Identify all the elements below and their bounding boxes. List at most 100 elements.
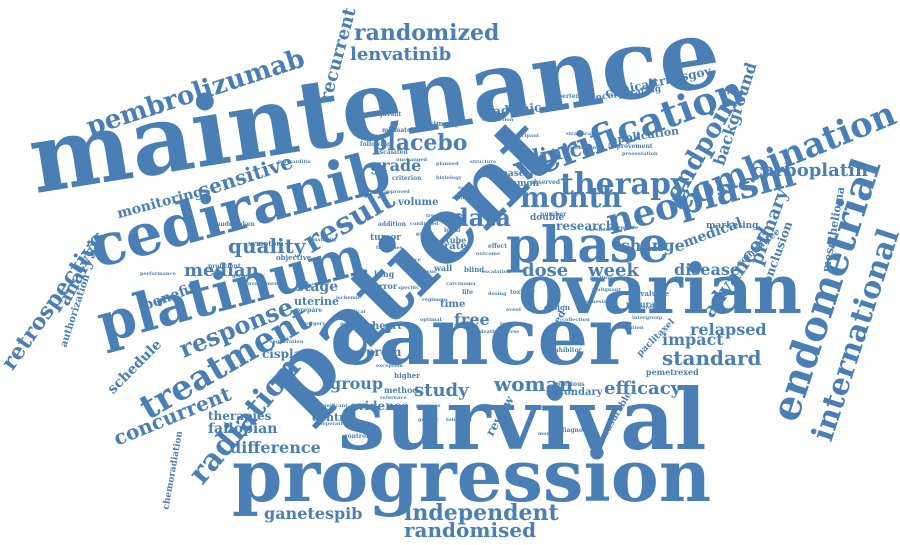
word-observed: observed: [530, 179, 561, 186]
word-ideal: ideal: [444, 227, 461, 234]
word-diagnosed: diagnosed: [560, 427, 595, 434]
word-data: data: [452, 203, 511, 232]
word-objective: objective: [276, 253, 312, 262]
word-cycle: cycle: [540, 161, 555, 167]
word-following: following: [360, 141, 392, 148]
word-involvement: involvement: [246, 281, 281, 287]
word-conclusion-small: conclusion: [566, 145, 597, 151]
word-neoadjuvant: neoadjuvant: [360, 111, 402, 118]
word-hypothesis: hypothesis: [576, 299, 607, 305]
word-treated: treated: [426, 213, 447, 219]
word-grade: grade: [370, 156, 422, 175]
word-outcome: outcome: [476, 251, 501, 257]
word-control: control: [312, 411, 357, 424]
word-undertaken: undertaken: [216, 221, 255, 228]
word-disease: disease: [674, 260, 741, 279]
word-median: median: [184, 260, 259, 281]
word-confirmed: confirmed: [410, 221, 439, 227]
word-carboplatin: carboplatin: [752, 160, 869, 181]
word-cisplatin: cisplatin: [262, 347, 321, 361]
word-chemoradiation: chemoradiation: [161, 430, 186, 511]
word-toxicity: toxicity: [510, 289, 535, 296]
word-free: free: [454, 310, 490, 329]
word-ganetespib: ganetespib: [264, 504, 363, 523]
word-survival: survival: [338, 370, 707, 469]
word-ovarian: ovarian: [518, 250, 803, 330]
word-proficient: proficient: [208, 263, 241, 270]
word-randomized: randomized: [354, 20, 500, 46]
word-volume: volume: [398, 197, 439, 208]
word-marketing: marketing: [706, 221, 759, 231]
word-effect: effect: [488, 243, 507, 250]
word-higher: higher: [394, 371, 420, 380]
word-dose: dose: [522, 260, 569, 281]
word-improvement: improvement: [608, 143, 653, 150]
word-death: death: [480, 329, 496, 335]
word-inhibitor: inhibitor: [552, 347, 582, 354]
word-phase: phase: [506, 215, 670, 274]
word-error: error: [374, 281, 398, 291]
word-position: position: [590, 275, 613, 281]
word-acceptable: acceptable: [608, 225, 639, 231]
word-research: research: [556, 219, 615, 233]
word-cancer: cancer: [330, 289, 631, 383]
word-life: life: [462, 289, 473, 296]
word-sensitivity: sensitivity: [308, 237, 337, 243]
word-group: group: [330, 374, 384, 393]
word-stratification: stratification: [566, 131, 603, 137]
word-planned: planned: [436, 161, 459, 167]
word-escalated: escalated: [376, 149, 408, 156]
word-performance: performance: [140, 271, 176, 277]
word-prom: prom: [366, 345, 402, 359]
word-design: design: [544, 303, 570, 312]
word-month: month: [520, 181, 622, 214]
word-excellent: excellent: [586, 227, 612, 233]
word-impact: impact: [662, 330, 724, 349]
word-evidence: evidence: [350, 399, 409, 413]
word-regimen: regimen: [422, 297, 446, 303]
word-therapy: therapy: [560, 167, 689, 202]
word-tumor: tumor: [370, 233, 401, 243]
word-presentation: presentation: [622, 151, 658, 157]
word-lenvatinib: lenvatinib: [350, 44, 452, 65]
word-resistance: resistance: [392, 257, 421, 263]
word-ischemic: ischemic: [336, 295, 361, 301]
word-unchanged: unchanged: [396, 157, 427, 163]
word-woman: woman: [494, 372, 574, 396]
word-centered: centered: [630, 305, 655, 311]
word-prepare: prepare: [296, 307, 323, 314]
word-progress: progress: [416, 403, 441, 409]
word-safety: safety: [458, 185, 475, 191]
word-week: week: [588, 260, 639, 281]
word-pemetrexed: pemetrexed: [646, 367, 699, 377]
word-uterine: uterine: [294, 295, 340, 308]
word-progression: progression: [232, 433, 712, 518]
word-evaluate: evaluate: [636, 289, 670, 298]
word-specific: specific: [398, 285, 420, 291]
word-optimal: optimal: [420, 317, 442, 323]
word-common: common: [496, 179, 540, 189]
word-randomised: randomised: [404, 518, 537, 542]
word-report: report: [500, 321, 518, 327]
word-tube: tube: [446, 235, 467, 245]
word-reference: reference: [380, 395, 407, 401]
word-pericarditis: pericarditis: [278, 159, 311, 165]
word-entry: entry: [416, 231, 434, 238]
word-blind: blind: [464, 265, 485, 274]
word-activity: activity: [340, 321, 361, 327]
word-fallopian: fallopian: [208, 421, 278, 437]
word-participant: participant: [508, 133, 540, 139]
word-study: study: [414, 380, 469, 401]
word-pleural: pleural: [626, 299, 658, 309]
word-wall: wall: [434, 263, 453, 273]
word-adverse: adverse: [498, 329, 520, 335]
word-difference: difference: [230, 438, 321, 457]
word-placebo: placebo: [372, 130, 468, 156]
word-stage: stage: [296, 279, 339, 295]
word-significant: significant: [318, 403, 348, 409]
word-hypertension: hypertension: [550, 93, 594, 100]
word-standard: standard: [662, 346, 762, 370]
word-event: event: [506, 307, 522, 313]
word-cooperative: cooperative: [316, 421, 349, 427]
word-gynecologic: gynecologic: [232, 273, 266, 279]
